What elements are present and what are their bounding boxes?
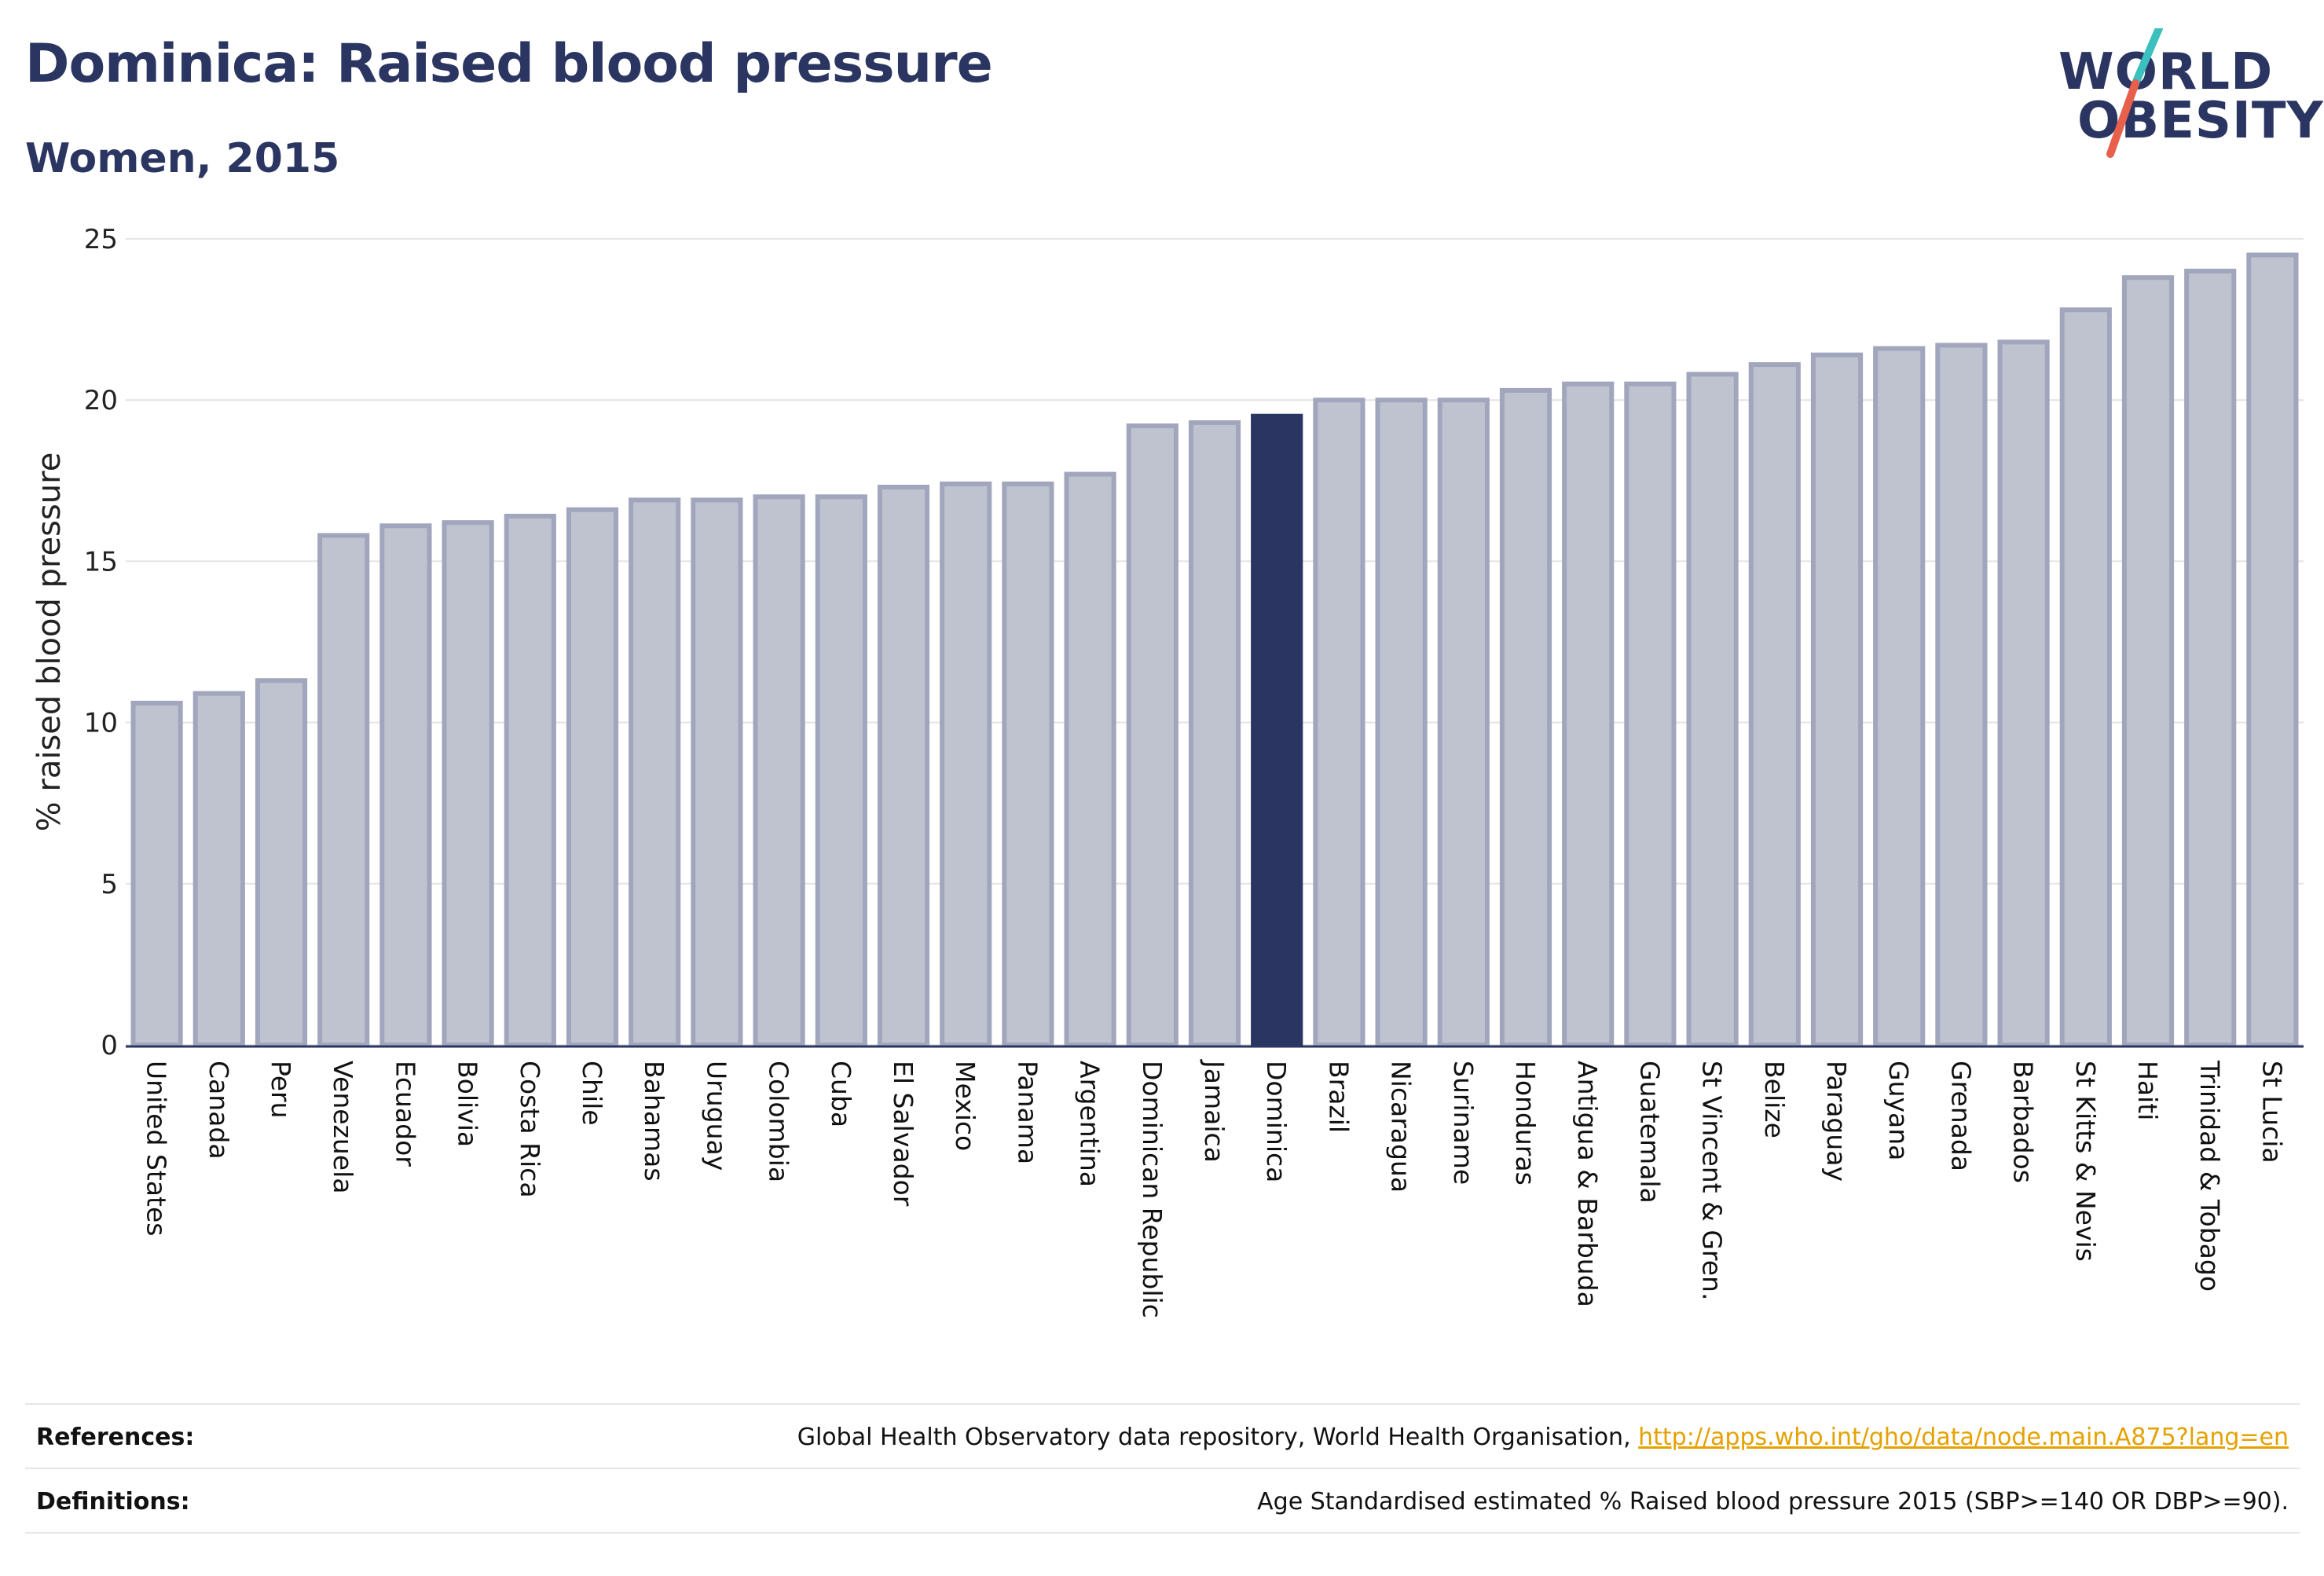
bar-argentina bbox=[1064, 471, 1116, 1047]
bar-brazil bbox=[1313, 398, 1365, 1047]
x-tick-label: St Vincent & Gren. bbox=[1697, 1061, 1728, 1300]
references-row: References: Global Health Observatory da… bbox=[25, 1424, 2300, 1455]
references-text: Global Health Observatory data repositor… bbox=[797, 1424, 1639, 1451]
y-tick-label: 5 bbox=[101, 869, 118, 900]
bar-panama bbox=[1002, 481, 1054, 1047]
x-tick-label: Uruguay bbox=[701, 1061, 731, 1171]
x-tick-label: Chile bbox=[577, 1061, 607, 1126]
bar-st-kitts-nevis bbox=[2059, 307, 2112, 1047]
y-tick-label: 15 bbox=[84, 546, 118, 577]
bar-barbados bbox=[1997, 339, 2050, 1047]
x-tick-label: Haiti bbox=[2132, 1061, 2163, 1120]
x-tick-label: St Kitts & Nevis bbox=[2070, 1061, 2101, 1262]
x-tick-label: Jamaica bbox=[1199, 1059, 1230, 1163]
x-tick-label: Argentina bbox=[1075, 1061, 1105, 1187]
x-axis-labels: United States Canada Peru Venezuela Ecuador B… bbox=[141, 1059, 2288, 1318]
x-tick-label: Costa Rica bbox=[515, 1061, 545, 1198]
bar-chart: 0 5 10 15 20 25 United States Canada Peru Venezu… bbox=[31, 224, 2304, 1318]
bar-dominica bbox=[1251, 413, 1303, 1047]
chart-subtitle: Women, 2015 bbox=[25, 135, 340, 182]
chart-title: Dominica: Raised blood pressure bbox=[25, 33, 993, 95]
definitions-row: Definitions: Age Standardised estimated … bbox=[25, 1488, 2300, 1519]
bar-colombia bbox=[753, 494, 805, 1047]
bar-costa-rica bbox=[504, 513, 556, 1047]
x-tick-label: Antigua & Barbuda bbox=[1572, 1061, 1603, 1307]
bar-belize bbox=[1748, 362, 1801, 1047]
bar-canada bbox=[192, 691, 245, 1047]
bar-trinidad-tobago bbox=[2184, 269, 2237, 1048]
bar-el-salvador bbox=[877, 485, 930, 1047]
references-link[interactable]: http://apps.who.int/gho/data/node.main.A… bbox=[1638, 1424, 2289, 1451]
bar-united-states bbox=[130, 700, 183, 1047]
footer-divider bbox=[25, 1468, 2300, 1469]
definitions-text: Age Standardised estimated % Raised bloo… bbox=[1257, 1488, 2289, 1516]
y-axis-ticks: 0 5 10 15 20 25 bbox=[84, 224, 118, 1061]
x-tick-label: Honduras bbox=[1510, 1061, 1541, 1186]
x-tick-label: Nicaragua bbox=[1386, 1061, 1417, 1193]
bar-paraguay bbox=[1810, 352, 1864, 1047]
x-tick-label: Panama bbox=[1012, 1061, 1043, 1164]
bar-ecuador bbox=[379, 523, 432, 1047]
x-tick-label: United States bbox=[141, 1061, 172, 1236]
x-tick-label: Mexico bbox=[950, 1061, 981, 1151]
bar-haiti bbox=[2121, 275, 2175, 1047]
bar-peru bbox=[255, 678, 308, 1047]
x-tick-label: El Salvador bbox=[888, 1061, 918, 1207]
bar-dominican-republic bbox=[1126, 423, 1178, 1047]
bar-suriname bbox=[1437, 398, 1490, 1047]
x-tick-label: Grenada bbox=[1945, 1061, 1976, 1171]
y-tick-label: 10 bbox=[84, 708, 118, 739]
y-tick-label: 25 bbox=[84, 224, 118, 255]
definitions-label: Definitions: bbox=[36, 1488, 190, 1516]
x-tick-label: Paraguay bbox=[1821, 1061, 1852, 1182]
x-tick-label: Dominican Republic bbox=[1137, 1061, 1167, 1318]
x-tick-label: Ecuador bbox=[390, 1061, 420, 1167]
x-tick-label: Brazil bbox=[1323, 1061, 1354, 1133]
x-tick-label: Cuba bbox=[826, 1061, 856, 1127]
bar-bahamas bbox=[629, 497, 681, 1047]
bars bbox=[130, 252, 2299, 1048]
x-tick-label: Suriname bbox=[1448, 1061, 1479, 1185]
references-label: References: bbox=[36, 1424, 195, 1451]
y-tick-label: 20 bbox=[84, 385, 118, 416]
bar-guatemala bbox=[1624, 381, 1677, 1047]
x-tick-label: Peru bbox=[266, 1061, 296, 1119]
bar-bolivia bbox=[442, 520, 494, 1047]
bar-grenada bbox=[1935, 343, 1988, 1047]
bar-mexico bbox=[940, 481, 992, 1047]
y-tick-label: 0 bbox=[101, 1030, 118, 1061]
world-obesity-logo: WORLD OBESITY bbox=[2043, 28, 2323, 162]
x-tick-label: Trinidad & Tobago bbox=[2194, 1060, 2225, 1292]
bar-st-lucia bbox=[2246, 252, 2299, 1047]
footer-divider bbox=[25, 1403, 2300, 1405]
bar-st-vincent-gren- bbox=[1686, 372, 1739, 1048]
footer-divider bbox=[25, 1532, 2300, 1534]
bar-venezuela bbox=[317, 533, 370, 1047]
x-tick-label: Guyana bbox=[1883, 1061, 1914, 1160]
bar-antigua-barbuda bbox=[1562, 381, 1615, 1047]
x-tick-label: Dominica bbox=[1261, 1061, 1292, 1182]
logo-slash-icon bbox=[2106, 28, 2163, 158]
bar-guyana bbox=[1873, 346, 1926, 1047]
x-tick-label: Venezuela bbox=[328, 1061, 358, 1193]
x-tick-label: Bolivia bbox=[453, 1061, 483, 1147]
references-value: Global Health Observatory data repositor… bbox=[797, 1424, 2289, 1451]
x-tick-label: Colombia bbox=[764, 1061, 794, 1182]
bar-cuba bbox=[815, 494, 867, 1047]
bar-chile bbox=[566, 507, 619, 1047]
x-tick-label: Barbados bbox=[2008, 1061, 2039, 1183]
bar-nicaragua bbox=[1375, 398, 1428, 1047]
x-tick-label: Bahamas bbox=[639, 1061, 669, 1182]
y-axis-label: % raised blood pressure bbox=[31, 453, 68, 832]
x-tick-label: St Lucia bbox=[2256, 1061, 2287, 1164]
x-tick-label: Canada bbox=[203, 1061, 234, 1160]
bar-jamaica bbox=[1188, 420, 1241, 1047]
bar-uruguay bbox=[691, 497, 743, 1047]
logo-line-1: WORLD bbox=[2058, 43, 2274, 101]
bar-honduras bbox=[1499, 387, 1552, 1047]
x-tick-label: Guatemala bbox=[1634, 1061, 1665, 1204]
x-tick-label: Belize bbox=[1759, 1061, 1790, 1138]
